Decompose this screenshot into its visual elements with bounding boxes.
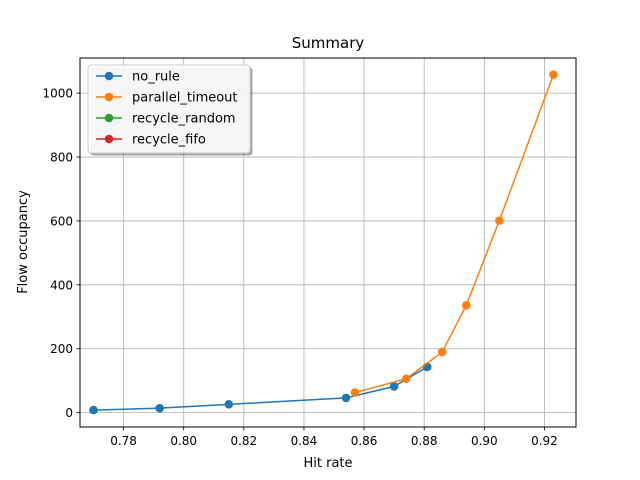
y-tick-label: 800 <box>50 151 73 165</box>
data-point-no_rule <box>389 382 399 391</box>
data-point-no_rule <box>341 393 351 403</box>
legend: no_rule parallel_timeout recycle_randomrec… <box>87 64 253 156</box>
data-point-no_rule <box>224 400 234 409</box>
x-tick-label: 0.78 <box>110 434 137 448</box>
data-point-parallel_timeout <box>350 388 360 397</box>
data-point-no_rule <box>89 405 98 415</box>
legend-label: recycle_random <box>132 112 236 127</box>
legend-swatch-marker <box>104 134 114 144</box>
data-point-parallel_timeout <box>461 300 471 310</box>
data-point-parallel_timeout <box>437 347 447 357</box>
grid <box>80 58 576 427</box>
x-tick-label: 0.90 <box>471 434 498 448</box>
x-tick-label: 0.80 <box>170 434 197 448</box>
data-point-no_rule <box>155 403 164 413</box>
data-point-parallel_timeout <box>549 70 558 79</box>
legend-swatch-marker <box>104 113 114 123</box>
data-point-parallel_timeout <box>401 374 411 384</box>
x-tick-label: 0.88 <box>411 434 438 448</box>
series-line-no_rule <box>93 366 428 411</box>
plot-frame <box>79 57 577 428</box>
x-tick-label: 0.86 <box>351 434 378 448</box>
series-layer <box>89 70 558 415</box>
x-axis-title: Hit rate <box>303 456 352 471</box>
y-tick-label: 400 <box>50 278 73 292</box>
y-axis-title: Flow occupancy <box>16 190 31 294</box>
legend-label: no_rule <box>132 70 180 85</box>
data-point-parallel_timeout <box>495 216 504 225</box>
legend-label: parallel_timeout <box>132 91 238 106</box>
ticks: 0.78 0.80 0.82 0.84 0.86 0.88 0.90 0.92 0 200 400 6… <box>42 87 557 448</box>
legend-swatch-marker <box>104 71 114 81</box>
y-tick-label: 200 <box>50 342 73 356</box>
x-tick-label: 0.84 <box>291 434 318 448</box>
series-line-parallel_timeout <box>354 74 555 394</box>
y-tick-label: 1000 <box>42 87 73 101</box>
legend-label: recycle_fifo <box>132 133 206 148</box>
x-tick-label: 0.92 <box>531 434 558 448</box>
chart-title: Summary <box>292 34 365 52</box>
legend-swatch-marker <box>104 92 114 102</box>
x-tick-label: 0.82 <box>230 434 257 448</box>
y-tick-label: 0 <box>65 406 73 420</box>
y-tick-label: 600 <box>50 214 73 228</box>
legend-box <box>87 64 251 154</box>
